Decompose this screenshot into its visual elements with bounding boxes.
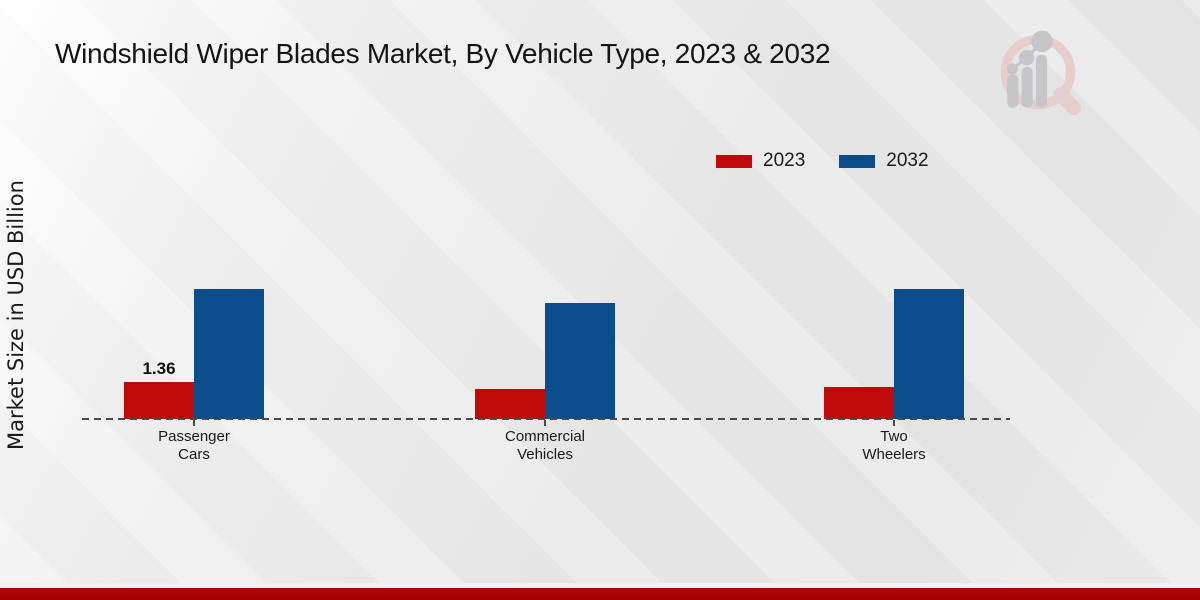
x-axis-tick	[193, 420, 195, 426]
legend-swatch-2032	[839, 154, 876, 168]
legend-label-2023: 2023	[763, 150, 806, 171]
bar-2032-two-wheelers	[894, 289, 964, 419]
x-axis-tick	[544, 420, 546, 426]
legend: 2023 2032	[716, 150, 929, 172]
category-label-commercial-vehicles: Commercial Vehicles	[465, 428, 625, 464]
magnifier-bar-chart-logo-icon	[1000, 30, 1081, 115]
bar-2023-two-wheelers	[824, 387, 894, 419]
bar-value-label: 1.36	[142, 359, 176, 378]
footer-accent-bar	[0, 588, 1200, 600]
category-label-passenger-cars: Passenger Cars	[114, 428, 274, 464]
bar-2032-commercial-vehicles	[545, 303, 615, 419]
legend-label-2032: 2032	[886, 150, 929, 171]
legend-item-2023: 2023	[716, 150, 805, 172]
category-label-line: Vehicles	[517, 446, 573, 463]
category-label-line: Commercial	[504, 428, 585, 445]
category-label-two-wheelers: Two Wheelers	[814, 428, 974, 464]
category-label-line: Two	[880, 428, 908, 445]
x-axis-dashed-baseline	[82, 418, 1010, 420]
legend-swatch-2023	[716, 154, 752, 168]
bar-2032-passenger-cars	[194, 289, 264, 419]
legend-item-2032: 2032	[839, 150, 929, 172]
chart-title: Windshield Wiper Blades Market, By Vehic…	[55, 38, 831, 69]
bar-2023-passenger-cars	[124, 382, 194, 419]
category-label-line: Passenger	[158, 428, 230, 445]
footer-light-strip	[0, 583, 1200, 588]
category-label-line: Wheelers	[862, 446, 926, 463]
x-axis-tick	[893, 420, 895, 426]
category-label-line: Cars	[178, 446, 210, 463]
bar-2023-commercial-vehicles	[475, 389, 545, 419]
